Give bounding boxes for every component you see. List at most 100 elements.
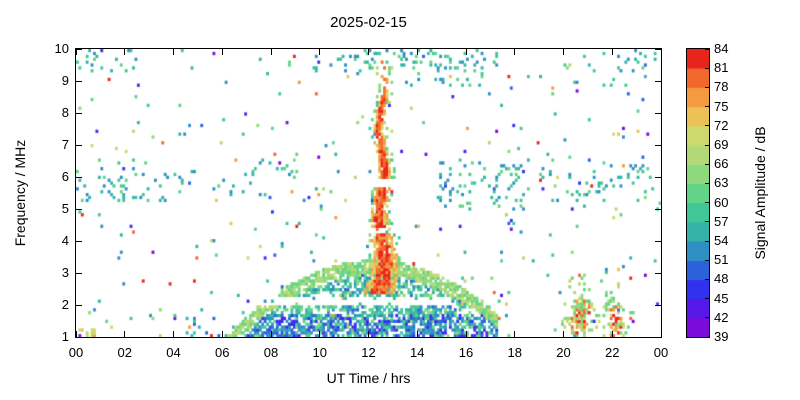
colorbar-tick-mark — [705, 144, 709, 146]
y-tick-mark — [76, 144, 82, 146]
colorbar-tick-label: 66 — [714, 156, 729, 172]
colorbar-tick-label: 81 — [714, 60, 729, 76]
x-tick-mark — [563, 49, 564, 55]
x-tick-mark — [514, 331, 516, 337]
y-tick-mark — [76, 272, 82, 274]
y-tick-label: 9 — [61, 73, 69, 88]
y-tick-mark — [655, 240, 661, 242]
y-tick-mark — [655, 48, 661, 50]
y-tick-label: 3 — [61, 265, 69, 280]
colorbar-tick-mark — [705, 125, 709, 127]
colorbar-tick-mark — [705, 336, 709, 338]
x-tick-mark — [563, 331, 564, 337]
colorbar-tick-mark — [705, 259, 709, 261]
x-tick-label: 04 — [166, 345, 181, 360]
x-tick-mark — [75, 331, 77, 337]
colorbar-tick-mark — [705, 86, 709, 88]
colorbar-tick-mark — [705, 278, 709, 280]
colorbar-tick-mark — [705, 221, 709, 223]
y-tick-mark — [655, 144, 661, 146]
colorbar-tick-mark — [705, 298, 709, 300]
x-tick-mark — [75, 49, 77, 55]
colorbar-tick-label: 45 — [714, 290, 729, 306]
x-tick-label: 14 — [410, 345, 425, 360]
x-tick-label: 02 — [117, 345, 132, 360]
x-tick-label: 06 — [215, 345, 230, 360]
colorbar-tick-mark — [705, 106, 709, 108]
colorbar-tick-label: 78 — [714, 79, 729, 95]
colorbar-tick-label: 42 — [714, 309, 729, 325]
y-tick-mark — [76, 48, 82, 50]
x-tick-mark — [465, 331, 467, 337]
colorbar-tick-label: 57 — [714, 213, 729, 229]
colorbar-tick-label: 39 — [714, 329, 729, 344]
x-tick-mark — [465, 49, 467, 55]
x-tick-label: 16 — [458, 345, 474, 360]
x-tick-mark — [611, 49, 613, 55]
y-tick-mark — [655, 304, 661, 306]
x-axis-label: UT Time / hrs — [326, 370, 411, 386]
colorbar-tick-label: 60 — [714, 194, 729, 210]
x-tick-label: 18 — [507, 345, 522, 360]
y-tick-mark — [76, 336, 82, 338]
x-tick-mark — [221, 331, 223, 337]
y-tick-mark — [655, 272, 661, 274]
y-axis-label: Frequency / MHz — [12, 139, 28, 247]
colorbar-tick-label: 72 — [714, 117, 729, 133]
x-tick-mark — [270, 331, 272, 337]
colorbar-tick-label: 51 — [714, 252, 729, 268]
colorbar-tick-mark — [705, 240, 709, 242]
x-tick-mark — [319, 331, 321, 337]
colorbar-label: Signal Amplitude / dB — [752, 126, 768, 260]
y-tick-mark — [76, 304, 82, 306]
y-tick-mark — [76, 112, 82, 114]
x-tick-label: 00 — [653, 345, 669, 360]
y-tick-mark — [655, 176, 661, 178]
colorbar-tick-label: 69 — [714, 137, 729, 152]
colorbar — [686, 48, 710, 338]
colorbar-tick-mark — [705, 67, 709, 69]
y-tick-label: 6 — [61, 169, 69, 184]
x-tick-mark — [368, 49, 369, 55]
spectrogram-canvas — [76, 49, 661, 337]
y-tick-mark — [655, 80, 661, 82]
y-tick-label: 10 — [54, 41, 69, 56]
colorbar-canvas — [687, 49, 709, 337]
colorbar-tick-mark — [705, 317, 709, 319]
y-tick-label: 8 — [61, 105, 69, 120]
x-tick-mark — [173, 331, 174, 337]
colorbar-tick-label: 63 — [714, 175, 729, 191]
x-tick-mark — [368, 331, 369, 337]
x-tick-mark — [416, 49, 418, 55]
y-tick-mark — [76, 240, 82, 242]
x-tick-label: 12 — [361, 345, 376, 360]
x-tick-label: 00 — [68, 345, 84, 360]
x-tick-label: 10 — [312, 345, 327, 360]
colorbar-tick-label: 48 — [714, 271, 729, 287]
y-tick-mark — [76, 80, 82, 82]
colorbar-tick-label: 84 — [714, 41, 729, 56]
colorbar-tick-mark — [705, 202, 709, 204]
x-tick-label: 08 — [263, 345, 279, 360]
x-tick-mark — [124, 331, 126, 337]
plot-area — [75, 48, 662, 338]
x-tick-mark — [270, 49, 272, 55]
y-tick-mark — [655, 112, 661, 114]
colorbar-tick-mark — [705, 182, 709, 184]
x-tick-mark — [514, 49, 516, 55]
y-tick-label: 1 — [61, 329, 69, 344]
y-tick-label: 4 — [61, 233, 69, 248]
x-tick-mark — [660, 331, 662, 337]
x-tick-mark — [416, 331, 418, 337]
y-tick-mark — [76, 208, 82, 210]
colorbar-tick-label: 75 — [714, 98, 729, 114]
x-tick-mark — [611, 331, 613, 337]
x-tick-mark — [173, 49, 174, 55]
y-tick-mark — [655, 336, 661, 338]
y-tick-label: 5 — [61, 201, 69, 216]
x-tick-label: 20 — [556, 345, 571, 360]
x-tick-mark — [221, 49, 223, 55]
y-tick-mark — [655, 208, 661, 210]
colorbar-tick-mark — [705, 48, 709, 50]
